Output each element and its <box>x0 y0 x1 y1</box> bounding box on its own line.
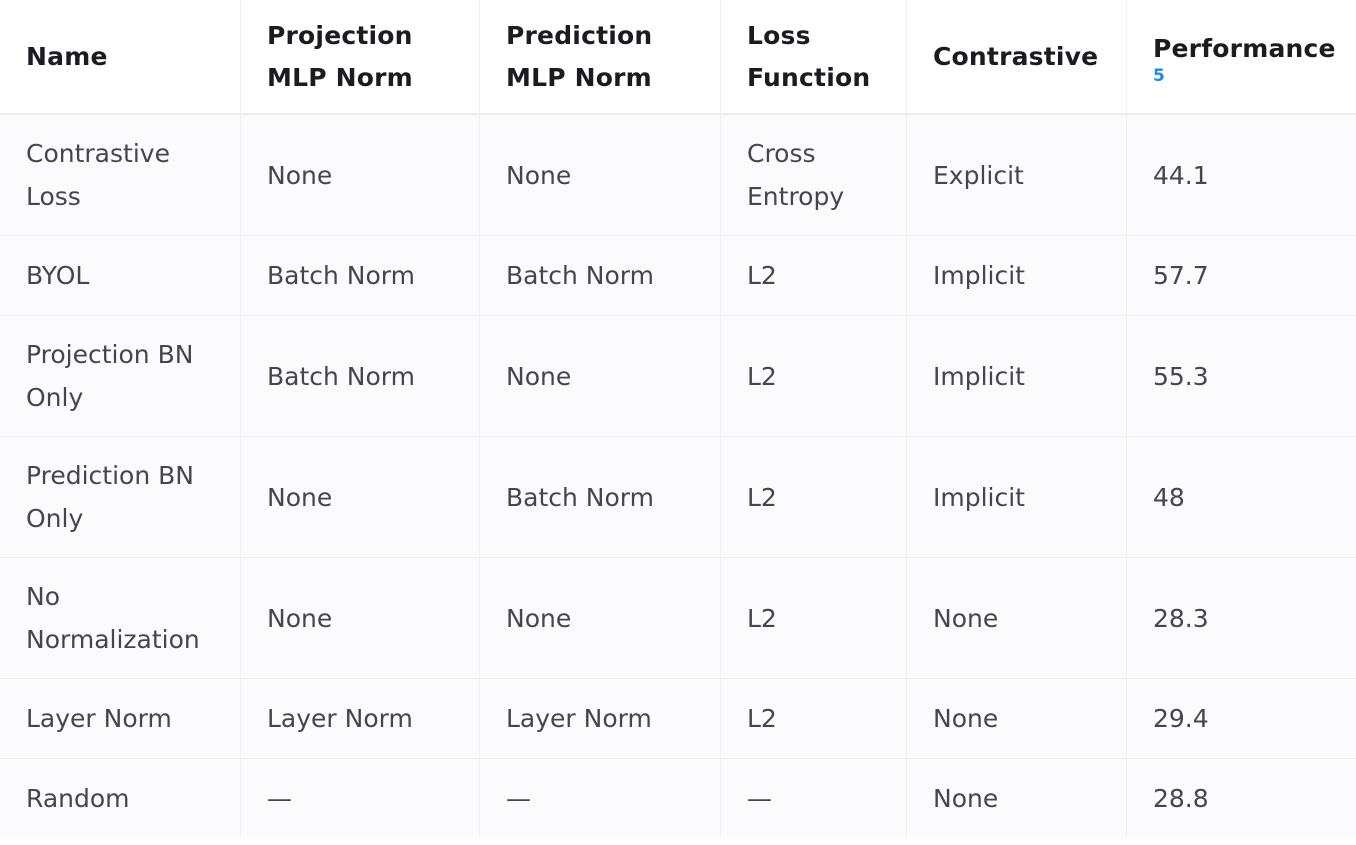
cell-name: Layer Norm <box>0 679 241 759</box>
table-row: Contrastive Loss None None Cross Entropy… <box>0 115 1356 236</box>
cell-projection: Batch Norm <box>241 316 480 437</box>
cell-name: Random <box>0 759 241 838</box>
cell-prediction: None <box>480 558 721 679</box>
cell-prediction: None <box>480 316 721 437</box>
cell-contrastive: None <box>907 558 1127 679</box>
cell-loss: L2 <box>721 316 907 437</box>
cell-name: Prediction BN Only <box>0 437 241 558</box>
header-name: Name <box>0 0 241 115</box>
table-row: Layer Norm Layer Norm Layer Norm L2 None… <box>0 679 1356 759</box>
table-row: No Normalization None None L2 None 28.3 <box>0 558 1356 679</box>
cell-name: Projection BN Only <box>0 316 241 437</box>
cell-loss: Cross Entropy <box>721 115 907 236</box>
header-row: Name Projection MLP Norm Prediction MLP … <box>0 0 1356 115</box>
cell-name: Contrastive Loss <box>0 115 241 236</box>
cell-contrastive: Implicit <box>907 437 1127 558</box>
cell-prediction: Batch Norm <box>480 437 721 558</box>
cell-prediction: Layer Norm <box>480 679 721 759</box>
cell-contrastive: Explicit <box>907 115 1127 236</box>
cell-loss: L2 <box>721 236 907 316</box>
cell-name: BYOL <box>0 236 241 316</box>
cell-contrastive: None <box>907 679 1127 759</box>
cell-projection: None <box>241 115 480 236</box>
cell-loss: — <box>721 759 907 838</box>
cell-performance: 44.1 <box>1127 115 1356 236</box>
footnote-link[interactable]: 5 <box>1153 65 1166 86</box>
cell-contrastive: Implicit <box>907 236 1127 316</box>
cell-projection: None <box>241 558 480 679</box>
header-projection-mlp-norm: Projection MLP Norm <box>241 0 480 115</box>
cell-performance: 48 <box>1127 437 1356 558</box>
cell-projection: Layer Norm <box>241 679 480 759</box>
cell-projection: None <box>241 437 480 558</box>
cell-prediction: Batch Norm <box>480 236 721 316</box>
cell-projection: Batch Norm <box>241 236 480 316</box>
table-row: Prediction BN Only None Batch Norm L2 Im… <box>0 437 1356 558</box>
table-row: BYOL Batch Norm Batch Norm L2 Implicit 5… <box>0 236 1356 316</box>
cell-name: No Normalization <box>0 558 241 679</box>
cell-projection: — <box>241 759 480 838</box>
cell-performance: 29.4 <box>1127 679 1356 759</box>
cell-loss: L2 <box>721 437 907 558</box>
cell-prediction: — <box>480 759 721 838</box>
cell-loss: L2 <box>721 558 907 679</box>
table-row: Projection BN Only Batch Norm None L2 Im… <box>0 316 1356 437</box>
table-header: Name Projection MLP Norm Prediction MLP … <box>0 0 1356 115</box>
cell-prediction: None <box>480 115 721 236</box>
cell-contrastive: None <box>907 759 1127 838</box>
cell-performance: 28.3 <box>1127 558 1356 679</box>
cell-performance: 57.7 <box>1127 236 1356 316</box>
table-body: Contrastive Loss None None Cross Entropy… <box>0 115 1356 838</box>
header-loss-function: Loss Function <box>721 0 907 115</box>
cell-contrastive: Implicit <box>907 316 1127 437</box>
cell-performance: 55.3 <box>1127 316 1356 437</box>
table-row: Random — — — None 28.8 <box>0 759 1356 838</box>
header-contrastive: Contrastive <box>907 0 1127 115</box>
cell-performance: 28.8 <box>1127 759 1356 838</box>
cell-loss: L2 <box>721 679 907 759</box>
header-performance: Performance 5 <box>1127 0 1356 115</box>
header-prediction-mlp-norm: Prediction MLP Norm <box>480 0 721 115</box>
